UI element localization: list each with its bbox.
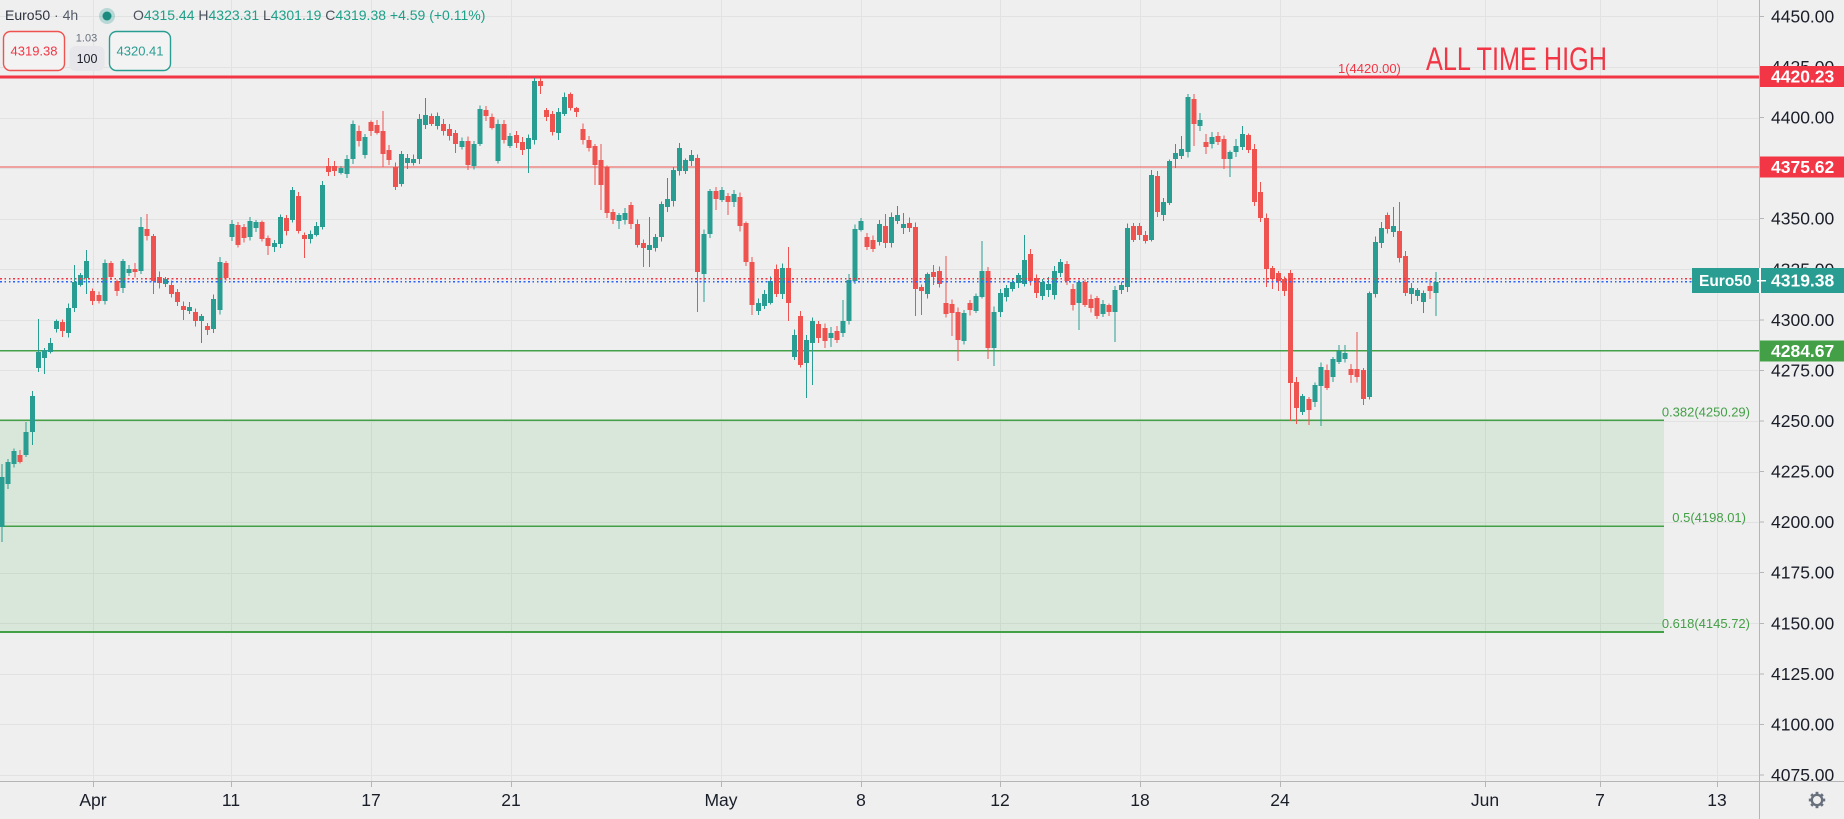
svg-text:0.382(4250.29): 0.382(4250.29) — [1662, 404, 1750, 419]
svg-text:4320.41: 4320.41 — [117, 44, 164, 59]
svg-text:4125.00: 4125.00 — [1771, 664, 1835, 684]
svg-text:4300.00: 4300.00 — [1771, 310, 1835, 330]
svg-text:Jun: Jun — [1471, 790, 1499, 810]
svg-text:4450.00: 4450.00 — [1771, 6, 1835, 26]
svg-text:4375.62: 4375.62 — [1771, 157, 1835, 177]
svg-text:Euro50: Euro50 — [1699, 273, 1752, 290]
svg-text:4350.00: 4350.00 — [1771, 209, 1835, 229]
svg-text:4100.00: 4100.00 — [1771, 715, 1835, 735]
svg-text:0.5(4198.01): 0.5(4198.01) — [1672, 510, 1746, 525]
svg-text:O4315.44 H4323.31 L4301.19 C43: O4315.44 H4323.31 L4301.19 C4319.38 +4.5… — [133, 7, 485, 23]
svg-text:ALL TIME HIGH: ALL TIME HIGH — [1426, 41, 1607, 77]
svg-text:4200.00: 4200.00 — [1771, 512, 1835, 532]
svg-text:13: 13 — [1707, 790, 1726, 810]
svg-text:4250.00: 4250.00 — [1771, 411, 1835, 431]
svg-text:4284.67: 4284.67 — [1771, 341, 1834, 361]
svg-text:7: 7 — [1595, 790, 1605, 810]
svg-text:Apr: Apr — [79, 790, 106, 810]
svg-text:Euro50 · 4h: Euro50 · 4h — [5, 7, 78, 23]
svg-text:4275.00: 4275.00 — [1771, 360, 1835, 380]
svg-text:21: 21 — [501, 790, 520, 810]
svg-text:100: 100 — [77, 52, 98, 66]
svg-text:1(4420.00): 1(4420.00) — [1338, 61, 1401, 76]
svg-text:4420.23: 4420.23 — [1771, 67, 1835, 87]
svg-text:May: May — [704, 790, 737, 810]
svg-text:17: 17 — [361, 790, 380, 810]
svg-text:18: 18 — [1130, 790, 1149, 810]
svg-text:24: 24 — [1270, 790, 1290, 810]
svg-text:4075.00: 4075.00 — [1771, 765, 1835, 785]
svg-text:4319.38: 4319.38 — [1771, 271, 1835, 291]
svg-text:4400.00: 4400.00 — [1771, 108, 1835, 128]
svg-text:4175.00: 4175.00 — [1771, 563, 1835, 583]
svg-text:1.03: 1.03 — [76, 33, 97, 45]
svg-text:12: 12 — [990, 790, 1009, 810]
svg-text:4150.00: 4150.00 — [1771, 613, 1835, 633]
svg-text:4225.00: 4225.00 — [1771, 462, 1835, 482]
svg-text:11: 11 — [222, 790, 240, 810]
svg-text:4319.38: 4319.38 — [11, 44, 58, 59]
svg-text:0.618(4145.72): 0.618(4145.72) — [1662, 616, 1750, 631]
svg-text:8: 8 — [856, 790, 866, 810]
